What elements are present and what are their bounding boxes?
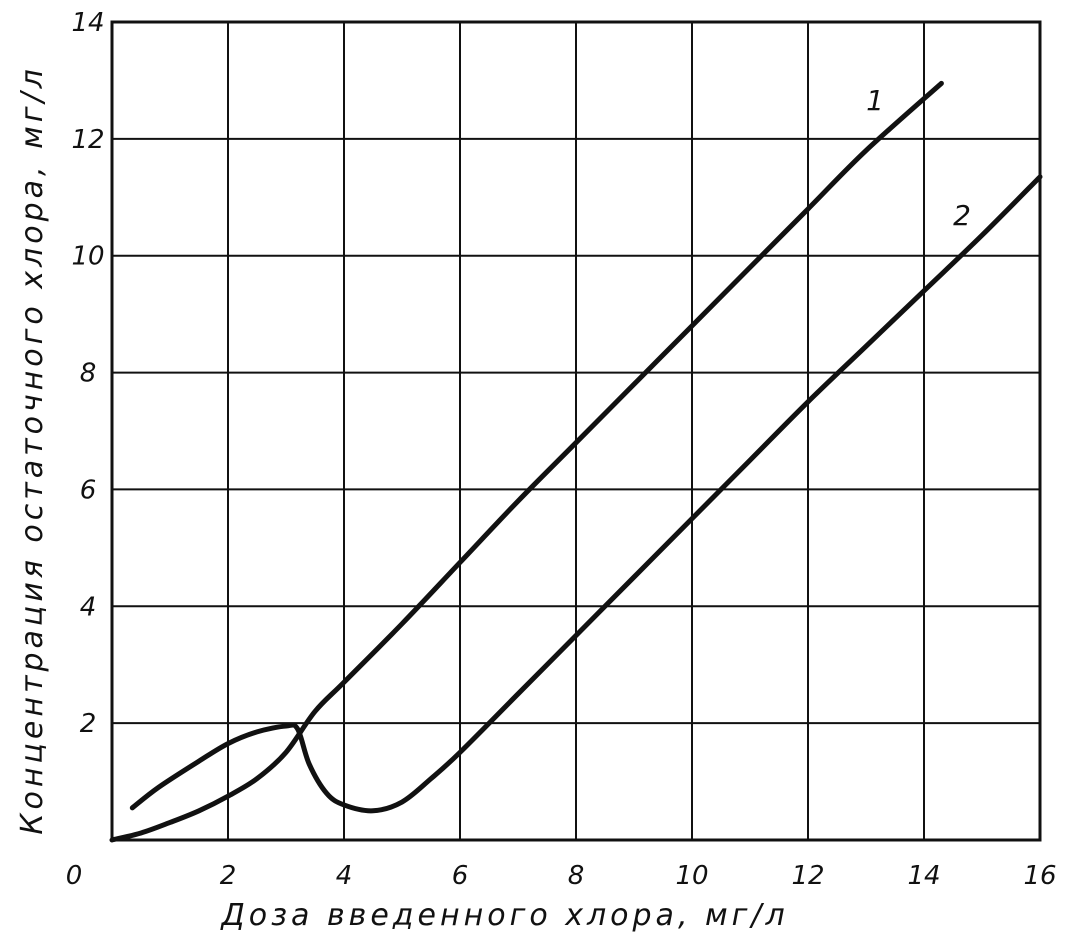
x-tick-label: 10 xyxy=(675,861,708,891)
x-tick-label: 14 xyxy=(907,861,940,891)
x-axis-title: Доза введенного хлора, мг/л xyxy=(219,898,788,933)
y-tick-label: 14 xyxy=(71,8,104,38)
plot-frame xyxy=(110,20,1042,842)
x-tick-label: 2 xyxy=(220,861,237,891)
series-2-line xyxy=(129,174,1043,814)
y-tick-label: 12 xyxy=(71,125,104,155)
x-tick-label: 0 xyxy=(66,861,83,891)
y-tick-label: 8 xyxy=(80,359,97,389)
x-tick-label: 16 xyxy=(1023,861,1056,891)
y-tick-label: 6 xyxy=(80,475,97,505)
x-tick-label: 12 xyxy=(791,861,824,891)
series-layer xyxy=(109,80,1043,843)
grid xyxy=(110,20,1042,842)
x-tick-label: 8 xyxy=(568,861,585,891)
y-tick-label: 10 xyxy=(71,242,104,272)
y-tick-label: 4 xyxy=(80,592,97,622)
y-axis-title: Концентрация остаточного хлора, мг/л xyxy=(15,65,50,835)
x-tick-label: 4 xyxy=(336,861,353,891)
series-1-line xyxy=(109,80,944,843)
y-tick-label: 2 xyxy=(80,709,97,739)
series-1-label: 1 xyxy=(866,84,884,117)
series-2-label: 2 xyxy=(953,199,971,232)
x-tick-label: 6 xyxy=(452,861,469,891)
